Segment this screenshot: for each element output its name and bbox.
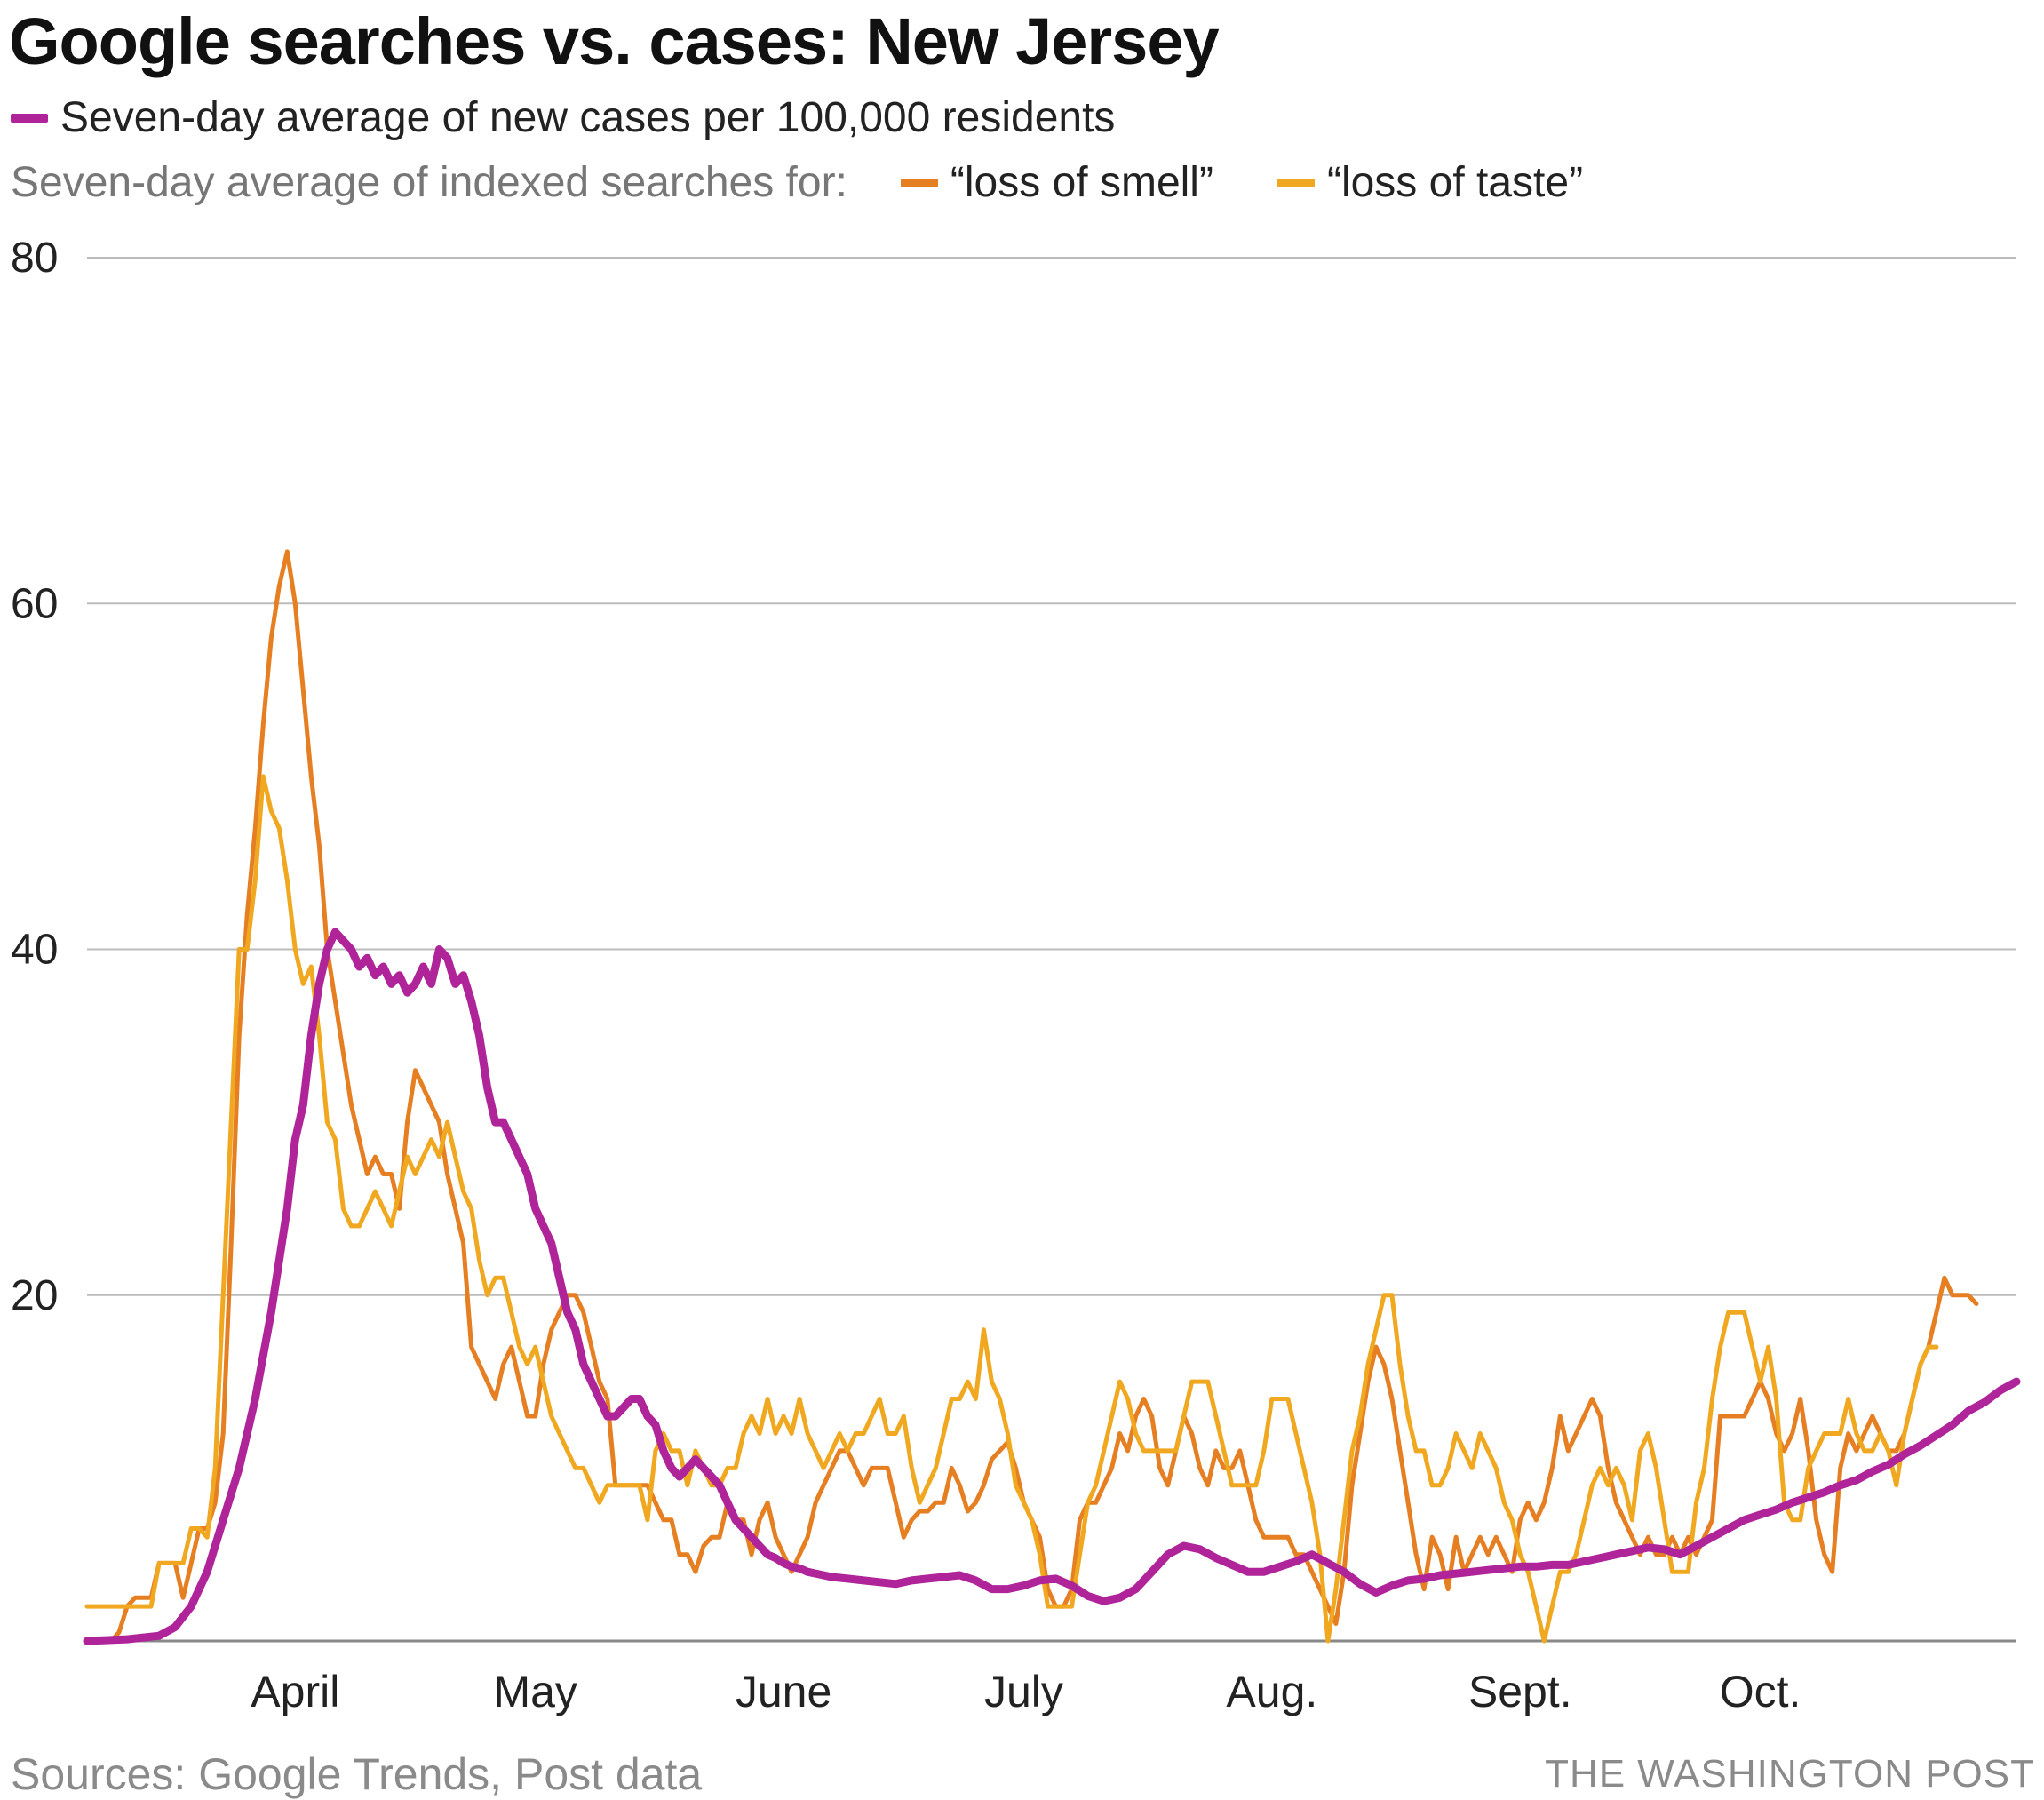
series-line-taste — [84, 774, 1939, 1644]
x-tick-label: July — [984, 1667, 1063, 1716]
searches-legend-prefix: Seven-day average of indexed searches fo… — [11, 159, 847, 206]
legend-cases: Seven-day average of new cases per 100,0… — [11, 93, 1115, 142]
y-tick-label: 60 — [11, 580, 58, 627]
x-tick-label: April — [251, 1667, 339, 1716]
grid-layer — [87, 257, 2016, 1643]
y-tick-label: 40 — [11, 927, 58, 974]
series-layer — [83, 549, 2021, 1645]
series-line-smell — [84, 549, 1979, 1644]
chart-title: Google searches vs. cases: New Jersey — [9, 4, 1220, 79]
source-note: Sources: Google Trends, Post data — [11, 1749, 703, 1799]
series-line-cases — [83, 928, 2021, 1645]
cases-swatch — [11, 113, 48, 123]
x-tick-label: Sept. — [1468, 1667, 1572, 1716]
x-tick-label: May — [493, 1667, 577, 1716]
axis-labels: 20 40 60 80 April May June July Aug. Sept. Oct. — [11, 235, 1801, 1716]
smell-swatch — [900, 178, 938, 187]
smell-legend-label: “loss of smell” — [950, 159, 1213, 206]
x-tick-label: June — [736, 1667, 831, 1716]
title-state: New Jersey — [865, 4, 1219, 78]
cases-legend-label: Seven-day average of new cases per 100,0… — [60, 94, 1116, 141]
taste-swatch — [1277, 178, 1315, 187]
title-prefix: Google searches vs. cases: — [9, 4, 866, 78]
x-tick-label: Oct. — [1720, 1667, 1801, 1716]
y-tick-label: 20 — [11, 1272, 58, 1319]
credit-note: THE WASHINGTON POST — [1545, 1752, 2035, 1796]
y-tick-label: 80 — [11, 235, 58, 282]
taste-legend-label: “loss of taste” — [1326, 159, 1584, 206]
x-tick-label: Aug. — [1226, 1667, 1317, 1716]
legend-searches: Seven-day average of indexed searches fo… — [11, 158, 1583, 207]
